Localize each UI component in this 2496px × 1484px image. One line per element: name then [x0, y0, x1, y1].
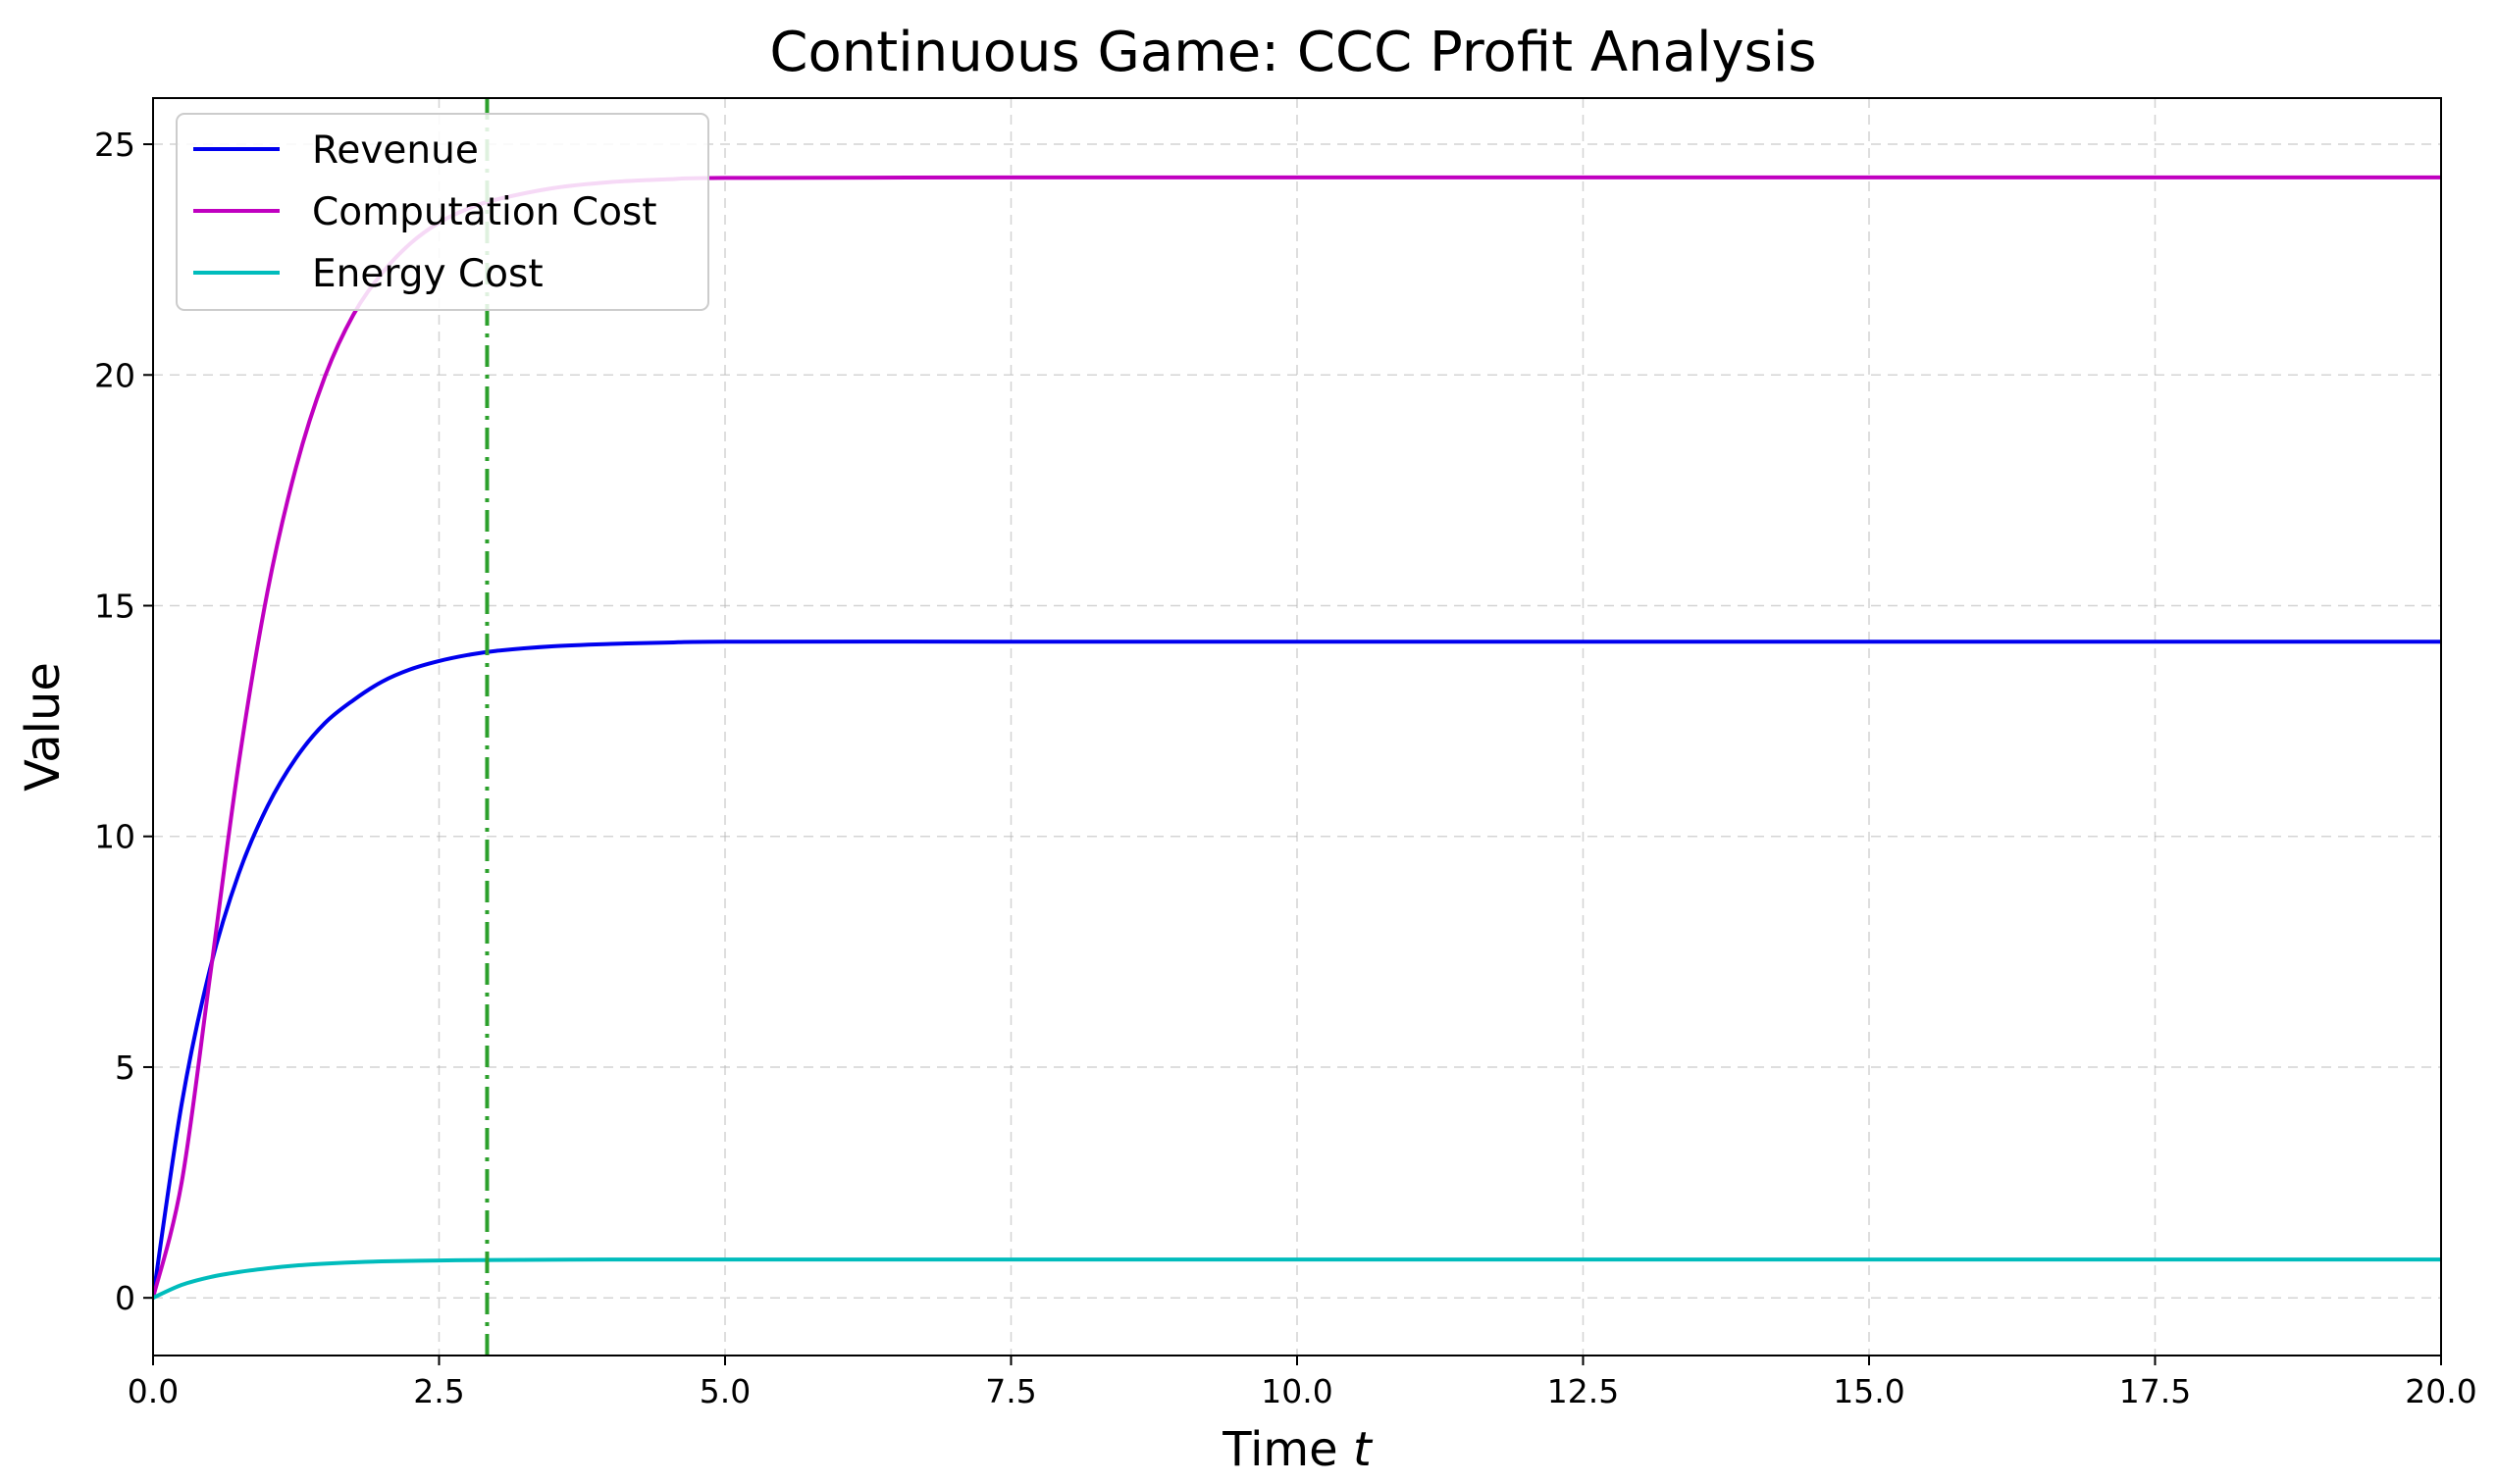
legend-frame — [176, 113, 709, 311]
x-tick-label: 2.5 — [413, 1372, 464, 1410]
x-tick-label: 17.5 — [2119, 1372, 2191, 1410]
x-axis-label-text: Time — [1222, 1422, 1337, 1477]
y-tick-label: 15 — [94, 588, 135, 626]
y-axis-label: Value — [16, 662, 71, 792]
legend-label-revenue: Revenue — [312, 128, 479, 173]
legend: Revenue Computation Cost Energy Cost — [176, 113, 709, 311]
series-line-energy-cost — [153, 1257, 2441, 1301]
series-line-revenue — [153, 640, 2441, 1301]
legend-label-computation-cost: Computation Cost — [312, 190, 657, 234]
x-tick-label: 0.0 — [128, 1372, 179, 1410]
y-tick-label: 25 — [94, 126, 135, 164]
y-tick-label: 10 — [94, 818, 135, 856]
y-tick-label: 20 — [94, 356, 135, 394]
y-tick-label: 0 — [115, 1279, 135, 1317]
x-tick-label: 5.0 — [700, 1372, 751, 1410]
legend-entries: Revenue Computation Cost Energy Cost — [193, 128, 657, 296]
y-tick-label: 5 — [115, 1049, 135, 1087]
x-tick-label: 12.5 — [1547, 1372, 1619, 1410]
chart-title: Continuous Game: CCC Profit Analysis — [769, 21, 1816, 84]
legend-label-energy-cost: Energy Cost — [312, 252, 544, 296]
x-axis-label: Time t — [1222, 1422, 1374, 1477]
x-axis-ticks: 0.0 2.5 5.0 7.5 10.0 12.5 15.0 17.5 20.0 — [128, 1356, 2477, 1410]
x-axis-label-variable: t — [1353, 1422, 1374, 1477]
x-tick-label: 10.0 — [1261, 1372, 1332, 1410]
x-tick-label: 20.0 — [2405, 1372, 2476, 1410]
x-tick-label: 7.5 — [985, 1372, 1036, 1410]
y-axis-ticks: 0 5 10 15 20 25 — [94, 126, 153, 1317]
x-tick-label: 15.0 — [1833, 1372, 1904, 1410]
